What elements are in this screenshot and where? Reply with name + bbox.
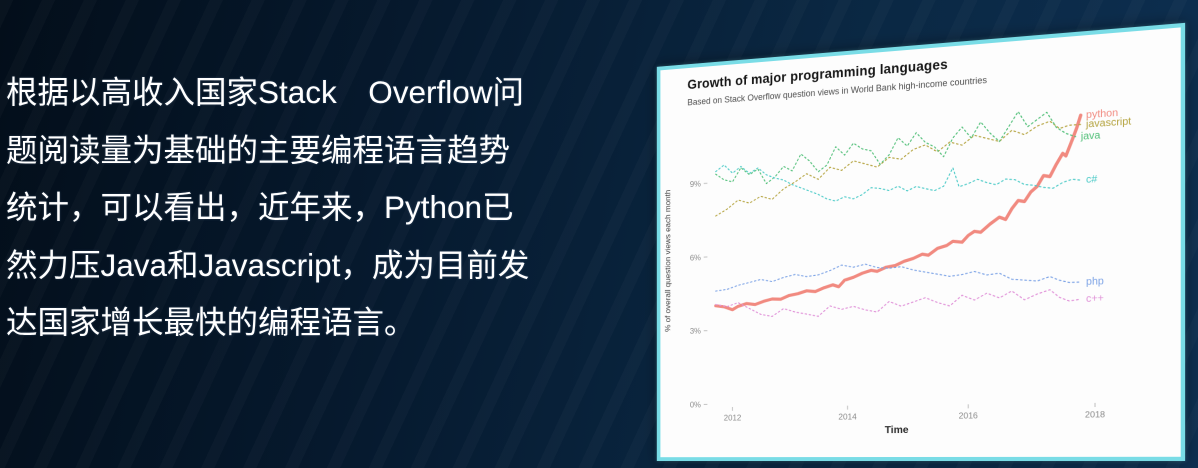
caption-line-1: 根据以高收入国家Stack Overflow问 — [6, 74, 525, 110]
series-label-c#: c# — [1086, 174, 1098, 186]
series-line-java — [716, 108, 1076, 187]
x-tick-label: 2018 — [1085, 410, 1106, 420]
series-line-php — [716, 256, 1081, 295]
y-tick-label: 9% — [690, 180, 702, 190]
x-tick-label: 2012 — [724, 413, 742, 422]
x-tick-label: 2016 — [959, 411, 979, 421]
chart-plot: 2012 2014 2016 2018 0% 3% 6% 9% pythonjavascript… — [690, 27, 1132, 423]
y-tick-label: 6% — [690, 253, 702, 262]
x-axis-label: Time — [884, 423, 909, 437]
series-label-c++: c++ — [1086, 293, 1104, 305]
caption-line-3: 统计，可以看出，近年来，Python已 — [6, 189, 514, 225]
series-line-c++ — [716, 289, 1081, 320]
series-label-javascript: javascript — [1085, 116, 1132, 131]
caption-line-4: 然力压Java和Javascript，成为目前发 — [6, 246, 530, 283]
series-label-python: python — [1086, 107, 1118, 121]
y-tick-label: 3% — [690, 327, 702, 336]
y-tick-label: 0% — [690, 400, 702, 409]
x-tick-label: 2014 — [838, 412, 857, 421]
series-label-php: php — [1086, 276, 1104, 288]
caption-line-2: 题阅读量为基础的主要编程语言趋势 — [6, 131, 511, 168]
caption-line-5: 达国家增长最快的编程语言。 — [6, 304, 416, 340]
series-label-java: java — [1080, 130, 1101, 143]
caption-text-block: 根据以高收入国家Stack Overflow问 题阅读量为基础的主要编程语言趋势… — [6, 64, 591, 352]
chart-card: Growth of major programming languages Ba… — [656, 22, 1186, 461]
